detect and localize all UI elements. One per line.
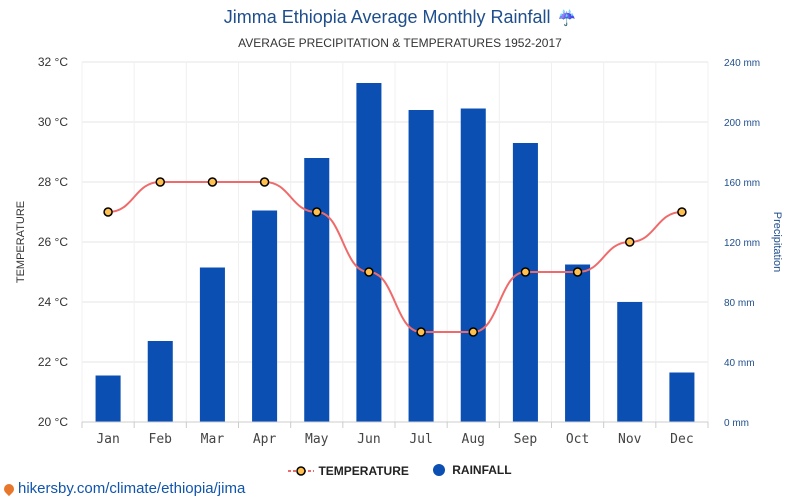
x-tick-label: Aug	[462, 432, 485, 447]
x-tick-label: Jan	[96, 432, 119, 447]
rainfall-bar-nov	[617, 302, 643, 422]
right-tick-label: 80 mm	[724, 298, 755, 309]
left-tick-label: 20 °C	[38, 415, 68, 429]
rainfall-bars	[95, 83, 695, 422]
rainfall-bar-dec	[669, 372, 695, 422]
legend-label-rainfall: RAINFALL	[452, 463, 512, 477]
chart-subtitle: AVERAGE PRECIPITATION & TEMPERATURES 195…	[238, 36, 562, 50]
temperature-point-aug	[468, 327, 478, 337]
chart-title-text: Jimma Ethiopia Average Monthly Rainfall	[223, 7, 551, 27]
right-tick-label: 160 mm	[724, 178, 760, 189]
left-tick-label: 26 °C	[38, 235, 68, 249]
x-tick-label: Oct	[566, 432, 589, 447]
location-pin-icon	[1, 481, 17, 496]
right-tick-label: 240 mm	[724, 58, 760, 69]
legend-item-rainfall[interactable]: RAINFALL	[432, 463, 512, 477]
temperature-point-jun	[364, 267, 374, 277]
chart-title: Jimma Ethiopia Average Monthly Rainfall …	[0, 7, 800, 28]
left-tick-label: 32 °C	[38, 55, 68, 69]
x-tick-label: Mar	[201, 432, 225, 447]
right-tick-label: 120 mm	[724, 238, 760, 249]
umbrella-rain-icon: ☔	[557, 10, 577, 27]
temperature-point-may	[312, 207, 322, 217]
x-tick-label: Jun	[357, 432, 380, 447]
temperature-point-nov	[625, 237, 635, 247]
rainfall-bar-jan	[95, 375, 121, 422]
temperature-line	[103, 177, 687, 337]
rainfall-bar-sep	[512, 143, 538, 422]
grid-lines	[81, 61, 709, 423]
x-tick-label: Jul	[409, 432, 432, 447]
temperature-point-mar	[207, 177, 218, 187]
rainfall-bar-mar	[199, 267, 225, 422]
x-tick-label: May	[305, 432, 329, 447]
temperature-point-sep	[520, 267, 531, 277]
temperature-point-apr	[259, 177, 270, 187]
right-tick-label: 40 mm	[724, 358, 755, 369]
left-axis-title: TEMPERATURE	[15, 201, 27, 283]
rainfall-bar-may	[304, 158, 330, 422]
left-tick-label: 24 °C	[38, 295, 68, 309]
temperature-point-jan	[103, 207, 113, 217]
temperature-point-feb	[155, 177, 165, 187]
x-tick-label: Nov	[618, 432, 642, 447]
right-axis-title: Precipitation	[771, 212, 783, 273]
x-tick-label: Apr	[253, 432, 277, 447]
left-tick-label: 30 °C	[38, 115, 68, 129]
temperature-point-dec	[677, 207, 687, 217]
x-tick-label: Feb	[149, 432, 173, 447]
source-link-text: hikersby.com/climate/ethiopia/jima	[18, 480, 246, 497]
temperature-point-jul	[416, 327, 426, 337]
x-tick-label: Sep	[514, 432, 538, 447]
chart-legend: TEMPERATURE RAINFALL	[0, 463, 800, 480]
legend-label-temperature: TEMPERATURE	[318, 464, 409, 478]
rainfall-bar-jun	[356, 83, 382, 422]
rainfall-bar-jul	[408, 110, 434, 422]
legend-item-temperature[interactable]: TEMPERATURE	[288, 464, 409, 478]
temperature-legend-marker	[288, 466, 315, 476]
rainfall-bar-apr	[252, 210, 278, 422]
rainfall-bar-oct	[565, 264, 591, 422]
right-tick-label: 200 mm	[724, 118, 760, 129]
left-tick-label: 22 °C	[38, 355, 68, 369]
rainfall-bar-feb	[147, 341, 173, 422]
rainfall-bar-aug	[460, 108, 486, 422]
source-link[interactable]: hikersby.com/climate/ethiopia/jima	[1, 480, 246, 497]
right-tick-label: 0 mm	[724, 418, 749, 429]
axes: 20 °C 0 mm 22 °C 40 mm 24 °C 80 mm 26 °C 120 mm…	[15, 55, 783, 447]
temperature-point-oct	[572, 267, 583, 277]
rainfall-legend-marker	[433, 464, 446, 476]
left-tick-label: 28 °C	[38, 175, 68, 189]
x-tick-label: Dec	[670, 432, 693, 447]
